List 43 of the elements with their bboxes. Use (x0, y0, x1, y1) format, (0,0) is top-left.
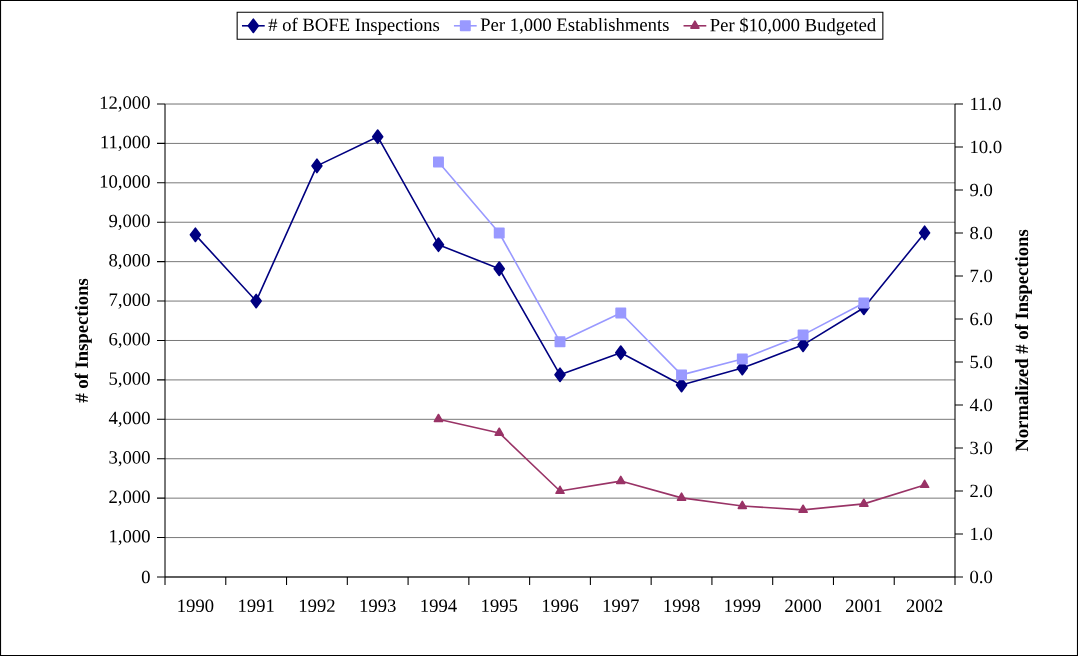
y2-tick-label: 6.0 (970, 312, 993, 326)
y2-tick-label: 5.0 (970, 355, 993, 369)
y-tick-label: 0 (141, 570, 150, 584)
legend-label: Per $10,000 Budgeted (710, 17, 876, 36)
y-tick-label: 5,000 (109, 372, 150, 388)
y-tick-label: 7,000 (109, 293, 150, 309)
y-tick-label: 10,000 (100, 175, 150, 191)
y-axis-title: # of Inspections (74, 278, 92, 403)
x-tick-label: 1990 (178, 599, 214, 613)
x-tick-label: 1993 (360, 599, 396, 613)
y-tick-label: 2,000 (109, 490, 150, 506)
legend-label: Per 1,000 Establishments (480, 17, 669, 34)
y-tick-label: 6,000 (109, 332, 150, 349)
y2-tick-label: 0.0 (970, 570, 993, 584)
x-tick-label: 1995 (482, 599, 518, 613)
y2-axis-title: Normalized # of Inspections (1014, 229, 1032, 452)
x-tick-label: 1994 (421, 599, 457, 613)
y2-tick-label: 1.0 (971, 527, 993, 541)
x-tick-label: 1996 (542, 599, 579, 613)
y-tick-label: 1,000 (110, 529, 150, 546)
y-tick-label: 12,000 (100, 96, 150, 112)
y2-tick-label: 4.0 (969, 398, 993, 412)
y-tick-label: 9,000 (109, 214, 150, 230)
y2-tick-label: 10.0 (971, 140, 1002, 154)
y-tick-label: 8,000 (109, 254, 150, 270)
y2-tick-label: 9.0 (970, 183, 993, 197)
y2-tick-label: 7.0 (970, 269, 993, 283)
y-tick-label: 11,000 (101, 135, 150, 152)
x-tick-label: 1997 (603, 599, 639, 613)
y2-tick-label: 11.0 (971, 97, 1001, 111)
y2-tick-label: 2.0 (970, 484, 993, 498)
y-tick-label: 3,000 (109, 451, 150, 467)
x-tick-label: 2000 (785, 599, 822, 613)
x-tick-label: 1999 (725, 599, 761, 613)
y2-tick-label: 8.0 (970, 226, 993, 240)
x-tick-label: 2002 (906, 599, 943, 613)
x-tick-label: 1992 (299, 599, 335, 613)
y2-tick-label: 3.0 (970, 441, 993, 455)
legend-label: # of BOFE Inspections (268, 17, 440, 35)
x-tick-label: 1998 (664, 599, 700, 613)
y-tick-label: 4,000 (108, 411, 150, 427)
x-tick-label: 2001 (846, 599, 882, 613)
x-tick-label: 1991 (239, 599, 274, 613)
